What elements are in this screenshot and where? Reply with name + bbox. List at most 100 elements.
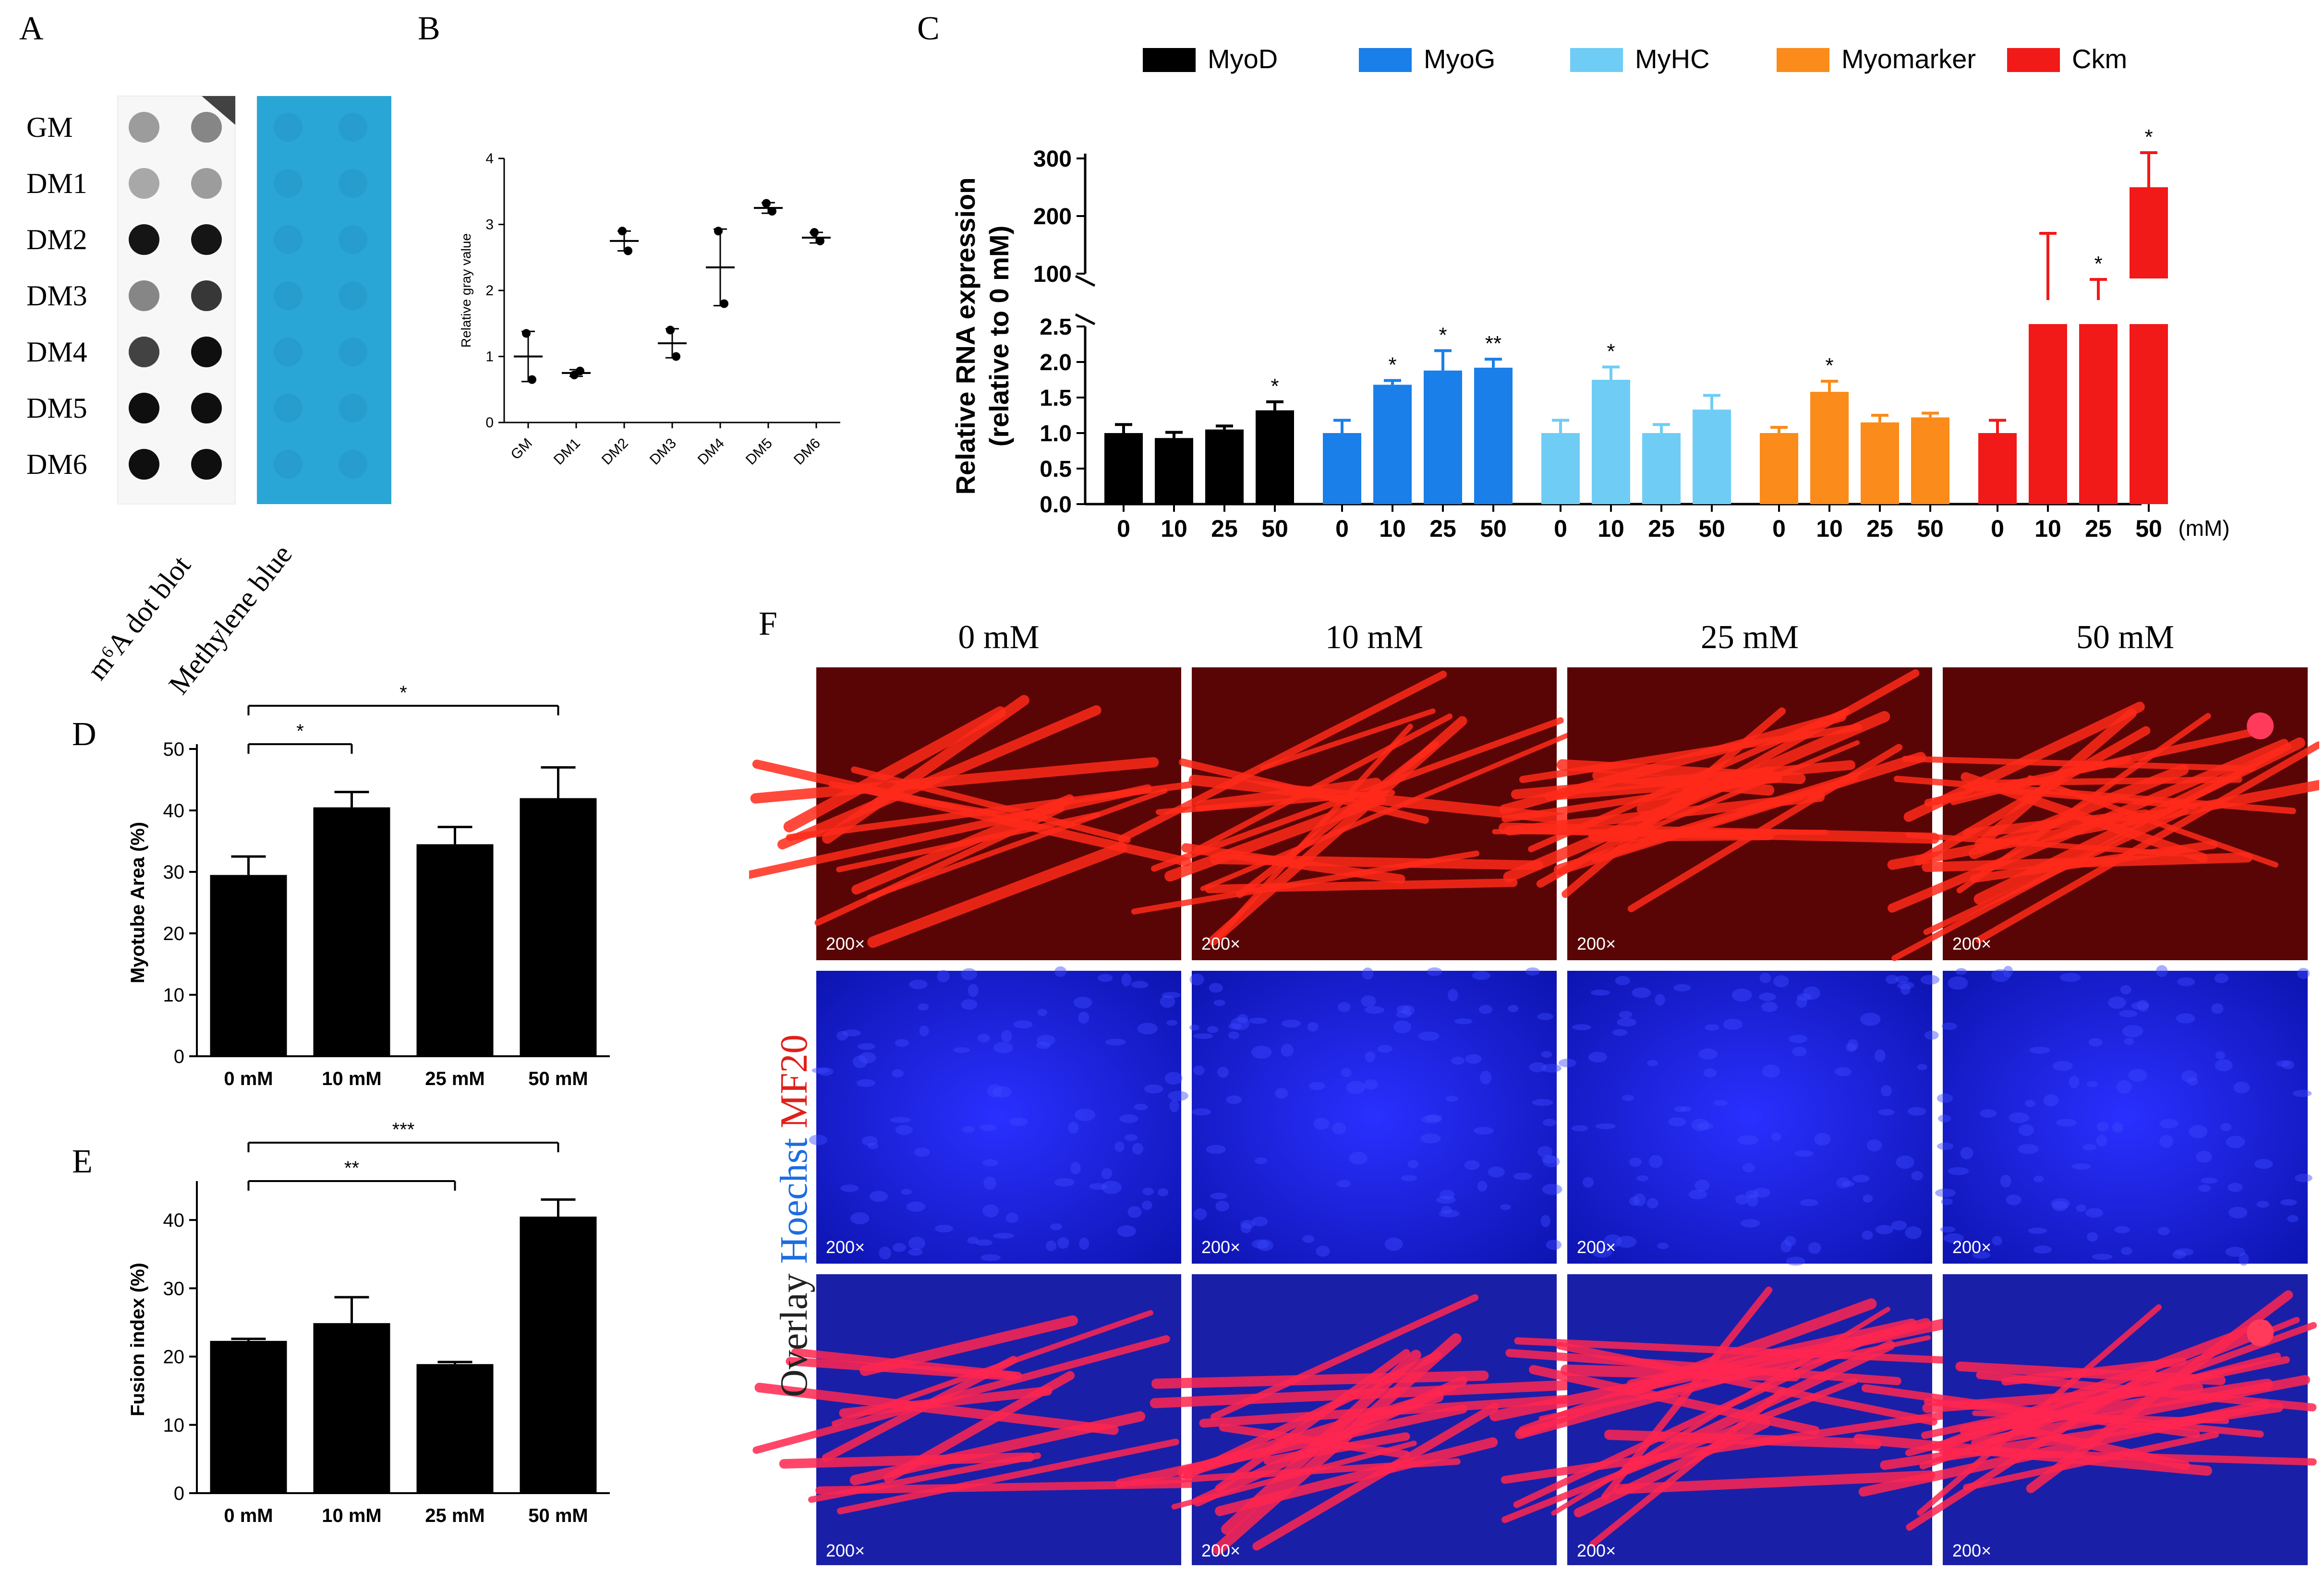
y-tick-label: 0: [485, 415, 494, 431]
nucleus: [2116, 1080, 2132, 1094]
y-tick-label: 20: [163, 923, 185, 944]
nucleus: [2220, 1123, 2232, 1131]
tile-bg: [816, 971, 1181, 1264]
nucleus: [1622, 1095, 1634, 1101]
magnification-label: 200×: [1577, 1541, 1616, 1560]
nucleus: [1948, 1167, 1969, 1175]
myotube: [1260, 708, 1436, 771]
nucleus: [1068, 1122, 1079, 1134]
significance-mark: **: [1485, 332, 1501, 355]
column-label: 10 mM: [1325, 619, 1423, 656]
nucleus: [2124, 1038, 2134, 1045]
nucleus: [1541, 1050, 1552, 1058]
nucleus: [1991, 969, 2010, 982]
nucleus: [1448, 989, 1458, 1002]
nucleus: [919, 1025, 929, 1037]
nucleus: [2177, 977, 2195, 987]
nucleus: [1121, 973, 1132, 987]
nucleus: [1863, 1195, 1873, 1203]
nucleus: [1891, 1220, 1907, 1231]
nucleus: [1615, 976, 1630, 986]
nucleus: [967, 1237, 979, 1244]
x-tick-label: 10: [2034, 515, 2061, 542]
x-tick-label: 50 mM: [528, 1068, 588, 1089]
bar: [1541, 433, 1580, 504]
micrograph-tile: 200×: [1118, 667, 1574, 960]
myotube: [1622, 1340, 1895, 1474]
y-tick-label: 100: [1033, 262, 1072, 287]
nucleus: [2069, 1075, 2080, 1088]
myotube: [752, 760, 1191, 867]
nucleus: [2122, 1025, 2143, 1038]
x-tick-label: 50: [2135, 515, 2162, 542]
myotube: [779, 1452, 1034, 1469]
nucleus: [2025, 1100, 2036, 1107]
myotube: [1943, 1320, 2270, 1448]
side-label-mf20: MF20: [773, 1035, 815, 1129]
nucleus: [1525, 967, 1540, 976]
nucleus: [836, 1031, 848, 1041]
bar: [1424, 370, 1462, 504]
sig-bracket-label: ***: [392, 1119, 415, 1140]
y-axis-label: Fusion index (%): [127, 1263, 148, 1416]
nucleus: [2160, 1119, 2179, 1129]
myotube: [1905, 1352, 2281, 1457]
micrograph-tile: 200×: [809, 966, 1188, 1264]
nucleus: [2119, 1010, 2138, 1017]
nucleus: [1695, 1179, 1709, 1192]
nucleus: [2076, 1204, 2086, 1212]
nucleus: [1166, 1020, 1178, 1026]
nucleus: [1302, 1235, 1315, 1243]
panel-letter-b: B: [418, 10, 440, 47]
nucleus: [2033, 1245, 2052, 1254]
magnification-label: 200×: [1201, 934, 1240, 953]
y-axis-label: Relative gray value: [459, 233, 473, 348]
x-tick-label: 25: [1211, 515, 1238, 542]
nucleus: [1168, 1090, 1188, 1101]
dot-blot-row-label: DM6: [26, 448, 87, 480]
panel-f-side-label: Overlay Hoechst MF20: [773, 1035, 815, 1397]
bar: [1861, 422, 1899, 504]
bar: [1155, 438, 1193, 504]
magnification-label: 200×: [1577, 934, 1616, 953]
bar: [210, 875, 287, 1056]
nucleus: [2196, 1150, 2212, 1163]
magnification-label: 200×: [1201, 1541, 1240, 1560]
blot-dot: [129, 112, 159, 143]
nucleus: [1792, 1047, 1807, 1057]
myotube: [2027, 775, 2278, 868]
bar: [1104, 433, 1143, 504]
nucleus: [1114, 1141, 1125, 1152]
nucleus: [1332, 1122, 1346, 1135]
nucleus: [2082, 1144, 2097, 1151]
nucleus: [1054, 1178, 1075, 1187]
nucleus: [982, 1204, 999, 1218]
nucleus: [890, 1117, 911, 1123]
nucleus: [2086, 1081, 2098, 1087]
bar: [1810, 392, 1849, 504]
nucleus: [1193, 1208, 1207, 1220]
nucleus: [1037, 1009, 1048, 1016]
nucleus: [1647, 1060, 1658, 1066]
nucleus: [1445, 1096, 1459, 1102]
nucleus: [1845, 1043, 1856, 1052]
data-point: [576, 366, 584, 375]
nucleus: [1402, 1005, 1415, 1015]
mb-dot: [339, 169, 367, 198]
legend-label: Myomarker: [1841, 44, 1976, 74]
mb-dot: [274, 113, 303, 142]
myotube: [1553, 752, 1926, 875]
micrograph-tile: 200×: [1853, 1274, 2317, 1565]
blot-dot: [129, 337, 159, 367]
bar: [313, 1323, 390, 1493]
nucleus: [1895, 975, 1909, 983]
nucleus: [1228, 1023, 1242, 1030]
nucleus: [1131, 981, 1149, 989]
nucleus: [1786, 1256, 1805, 1266]
nucleus: [961, 968, 978, 980]
panel-letter-c: C: [917, 10, 940, 47]
nucleus: [1441, 1206, 1452, 1214]
mb-dot: [274, 338, 303, 366]
nucleus: [1896, 1155, 1914, 1169]
x-tick-label: 0: [1991, 515, 2004, 542]
